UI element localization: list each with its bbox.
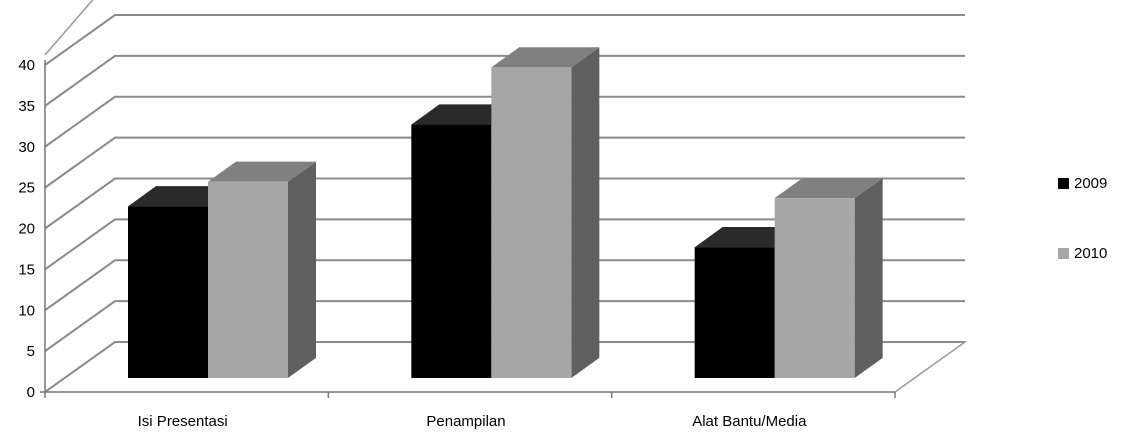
y-tick-label: 10 (18, 302, 35, 319)
y-tick-label: 0 (27, 384, 35, 401)
y-tick-label: 35 (18, 98, 35, 115)
legend-label-2009: 2009 (1074, 174, 1108, 192)
y-tick-label: 40 (18, 57, 35, 74)
bar-front (774, 198, 855, 378)
legend-item-2009: 2009 (1058, 172, 1118, 194)
bar-side (854, 177, 883, 378)
gridline (44, 341, 965, 393)
gridline (44, 14, 965, 66)
x-tick-label: Penampilan (426, 413, 505, 430)
bar-front (694, 247, 775, 378)
bar-top (208, 161, 316, 182)
bar (774, 177, 883, 378)
y-tick-label: 30 (18, 139, 35, 156)
axes (40, 60, 896, 398)
bar (208, 161, 316, 378)
x-tick-label: Isi Presentasi (138, 413, 228, 430)
bar-front (411, 124, 492, 378)
legend-swatch-2010 (1058, 247, 1069, 259)
gridline (44, 177, 965, 230)
y-tick-label: 5 (27, 343, 35, 360)
gridline (44, 300, 965, 352)
bars (128, 47, 883, 378)
y-tick-label: 20 (18, 221, 35, 238)
bar-front (491, 67, 572, 378)
x-tick-labels: Isi Presentasi Penampilan Alat Bantu/Media (138, 413, 807, 430)
bar-top (491, 47, 600, 68)
bar (491, 47, 600, 378)
bar-side (288, 161, 316, 378)
legend-label-2010: 2010 (1074, 244, 1108, 262)
legend-swatch-2009 (1058, 177, 1069, 189)
bar-front (128, 206, 208, 378)
gridlines (44, 14, 965, 393)
legend: 2009 2010 (1058, 172, 1118, 312)
bar-side (571, 47, 600, 378)
legend-item-2010: 2010 (1058, 242, 1118, 264)
x-tick-label: Alat Bantu/Media (692, 413, 807, 430)
bar-top (774, 177, 883, 199)
y-tick-labels: 0 5 10 15 20 25 30 35 40 (18, 57, 35, 401)
gridline (44, 54, 965, 107)
gridline (44, 218, 965, 271)
y-tick-label: 25 (18, 180, 35, 197)
y-tick-label: 15 (18, 261, 35, 278)
bar-front (208, 181, 288, 378)
gridline (44, 136, 965, 189)
gridline (44, 259, 965, 312)
left-wall-edge (44, 0, 94, 56)
gridline (44, 95, 965, 148)
